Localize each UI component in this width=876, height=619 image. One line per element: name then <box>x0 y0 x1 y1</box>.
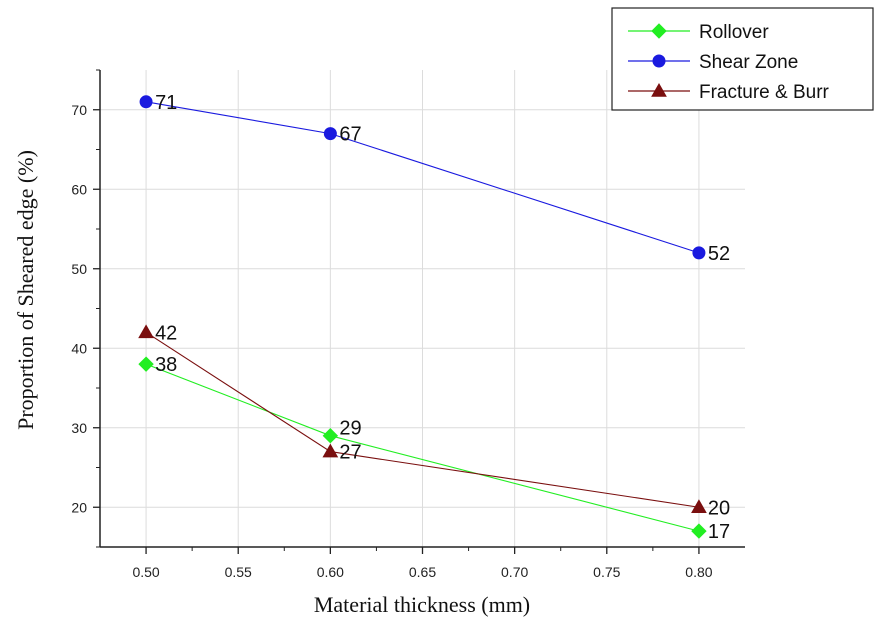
legend-item: Rollover <box>628 22 769 43</box>
data-label: 42 <box>155 322 177 344</box>
legend-marker <box>652 54 666 68</box>
data-point <box>322 427 339 444</box>
series-rollover: 38 29 17 <box>138 354 730 543</box>
legend: Rollover Shear Zone Fracture & Burr <box>611 7 874 111</box>
legend-label: Fracture & Burr <box>699 82 830 103</box>
data-point <box>692 246 706 260</box>
y-tick-label: 30 <box>71 420 87 436</box>
x-tick-label: 0.55 <box>225 564 252 580</box>
x-tick-label: 0.65 <box>409 564 436 580</box>
data-point <box>138 356 154 372</box>
data-label: 17 <box>708 521 730 543</box>
data-label: 67 <box>339 124 361 146</box>
x-axis-ticks: 0.50 0.55 0.60 0.65 0.70 0.75 0.80 <box>132 547 713 580</box>
y-tick-label: 70 <box>71 102 87 118</box>
legend-label: Shear Zone <box>699 52 798 73</box>
legend-marker <box>651 23 667 39</box>
data-point <box>691 499 707 513</box>
y-tick-label: 50 <box>71 261 87 277</box>
data-label: 38 <box>155 354 177 376</box>
data-label: 71 <box>155 92 177 114</box>
y-axis-ticks: 20 30 40 50 60 70 <box>71 69 100 548</box>
x-tick-label: 0.50 <box>132 564 159 580</box>
x-tick-label: 0.70 <box>501 564 528 580</box>
x-tick-label: 0.75 <box>593 564 620 580</box>
legend-item: Fracture & Burr <box>628 82 830 103</box>
legend-label: Rollover <box>699 22 769 43</box>
legend-item: Shear Zone <box>628 52 798 73</box>
y-tick-label: 40 <box>71 340 87 356</box>
series-fracture-burr: 42 27 20 <box>138 322 730 519</box>
data-point <box>139 95 153 109</box>
data-label: 27 <box>339 442 361 464</box>
grid <box>100 70 745 547</box>
plot-series: 38 29 17 71 67 52 42 27 20 <box>138 92 730 543</box>
data-label: 52 <box>708 243 730 265</box>
data-point <box>138 324 154 339</box>
y-tick-label: 20 <box>71 499 87 515</box>
data-point <box>322 443 339 458</box>
data-point <box>323 127 337 141</box>
data-label: 20 <box>708 497 730 519</box>
y-tick-label: 60 <box>71 181 87 197</box>
x-tick-label: 0.80 <box>685 564 712 580</box>
y-axis-title: Proportion of Sheared edge (%) <box>13 150 38 430</box>
series-shear-zone: 71 67 52 <box>139 92 730 265</box>
legend-marker <box>651 82 667 97</box>
x-tick-label: 0.60 <box>317 564 344 580</box>
data-label: 29 <box>339 418 361 440</box>
data-point <box>691 523 707 539</box>
x-axis-title: Material thickness (mm) <box>314 592 530 617</box>
